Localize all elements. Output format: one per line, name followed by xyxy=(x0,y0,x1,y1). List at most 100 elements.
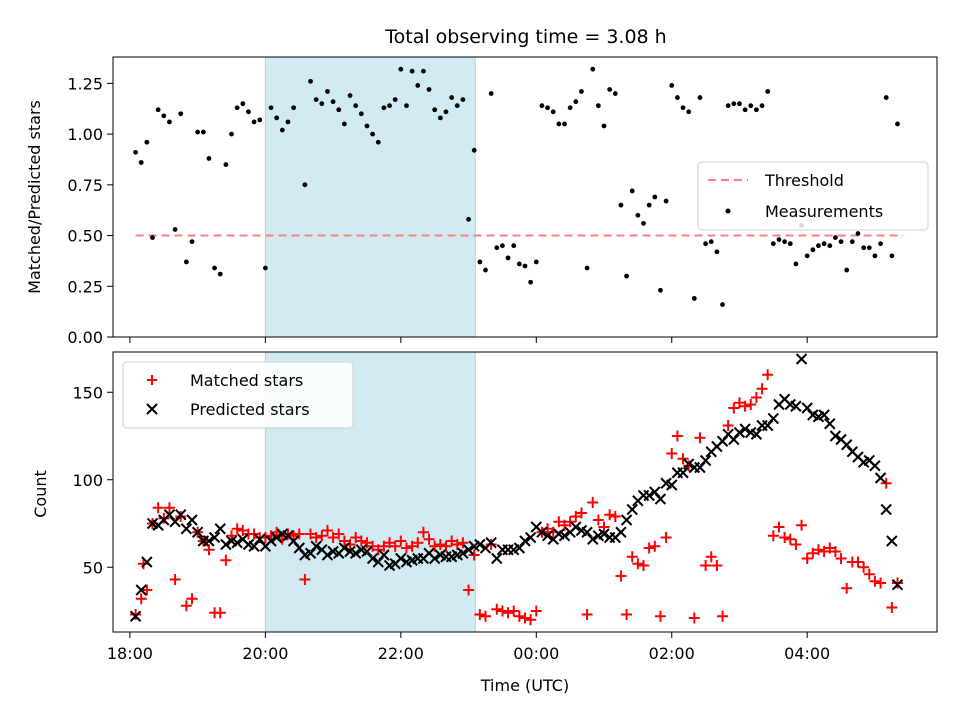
top-y-tick-label: 0.75 xyxy=(67,176,103,195)
matched-star-point xyxy=(829,546,841,557)
legend-measurements-label: Measurements xyxy=(765,202,883,221)
matched-star-point xyxy=(135,593,147,605)
measurement-point xyxy=(539,103,545,109)
top-legend: Threshold Measurements xyxy=(697,161,929,231)
measurement-point xyxy=(855,231,861,236)
matched-star-point xyxy=(457,537,469,549)
matched-star-point xyxy=(333,528,345,540)
matched-star-point xyxy=(350,532,362,543)
measurement-point xyxy=(748,103,754,109)
matched-star-point xyxy=(446,535,458,547)
matched-star-point xyxy=(158,512,170,524)
measurement-point xyxy=(133,149,138,155)
matched-star-point xyxy=(282,528,294,540)
measurement-point xyxy=(240,101,246,107)
matched-star-point xyxy=(863,568,875,580)
matched-star-point xyxy=(626,551,638,563)
measurement-point xyxy=(793,261,799,267)
matched-star-point xyxy=(604,509,616,521)
predicted-star-point xyxy=(135,584,147,596)
matched-star-point xyxy=(592,514,604,526)
matched-star-point xyxy=(417,526,429,538)
measurement-point xyxy=(765,89,771,94)
measurement-point xyxy=(770,241,776,247)
measurement-point xyxy=(229,131,234,137)
measurement-point xyxy=(421,68,426,74)
top-y-tick-label: 0.25 xyxy=(67,277,103,296)
measurement-point xyxy=(714,249,720,255)
bottom-y-ticks: 50 100 150 xyxy=(72,383,113,577)
measurement-point xyxy=(313,97,319,103)
measurement-point xyxy=(691,296,697,301)
measurement-point xyxy=(776,237,782,243)
measurement-point xyxy=(404,103,409,109)
measurement-point xyxy=(731,101,737,107)
predicted-star-point xyxy=(310,540,322,552)
measurement-point xyxy=(483,267,488,273)
measurement-point xyxy=(849,239,855,245)
measurement-point xyxy=(595,103,601,109)
top-y-ticks: 0.00 0.25 0.50 0.75 1.00 1.25 xyxy=(67,74,113,347)
top-plot-frame xyxy=(112,56,938,338)
matched-star-point xyxy=(587,497,599,508)
measurement-point xyxy=(759,103,765,109)
matched-star-point xyxy=(649,540,661,552)
predicted-star-point xyxy=(818,409,830,421)
matched-star-point xyxy=(130,609,142,620)
legend-predicted-swatch xyxy=(146,403,158,415)
measurement-point xyxy=(816,243,821,249)
matched-star-point xyxy=(186,593,198,605)
measurement-point xyxy=(658,287,663,293)
measurement-point xyxy=(150,235,155,240)
measurement-point xyxy=(895,121,900,127)
matched-star-point xyxy=(293,528,305,540)
measurement-point xyxy=(432,107,438,113)
matched-star-point xyxy=(767,530,779,542)
matched-star-point xyxy=(361,537,373,549)
predicted-star-point xyxy=(598,528,610,540)
predicted-star-point xyxy=(682,458,695,470)
measurement-point xyxy=(669,83,675,88)
measurement-point xyxy=(471,147,477,153)
matched-star-point xyxy=(384,537,396,549)
measurement-point xyxy=(804,253,810,259)
matched-star-point xyxy=(796,519,808,531)
measurement-point xyxy=(641,220,646,226)
predicted-star-point xyxy=(220,538,232,551)
measurement-point xyxy=(437,115,443,121)
matched-star-point xyxy=(412,537,424,549)
matched-star-point xyxy=(790,539,802,550)
measurement-point xyxy=(488,91,494,96)
x-tick-label: 18:00 xyxy=(107,644,153,663)
predicted-star-point xyxy=(265,535,277,547)
matched-star-point xyxy=(316,530,328,542)
measurement-point xyxy=(686,109,692,115)
measurement-point xyxy=(308,78,313,84)
predicted-star-point xyxy=(891,579,904,591)
measurement-point xyxy=(601,123,607,129)
matched-star-point xyxy=(733,397,745,409)
matched-star-point xyxy=(137,558,149,570)
matched-star-point xyxy=(378,540,390,552)
measurement-point xyxy=(279,127,285,133)
bottom-plot-frame xyxy=(112,351,938,633)
measurement-point xyxy=(257,117,263,123)
measurement-point xyxy=(528,279,534,285)
bottom-x-ticks: 18:00 20:00 22:00 00:00 02:00 04:00 xyxy=(107,632,830,663)
measurement-point xyxy=(753,107,759,113)
matched-star-point xyxy=(801,553,813,564)
predicted-star-point xyxy=(428,552,441,565)
matched-star-point xyxy=(615,570,627,582)
matched-star-point xyxy=(338,535,350,547)
measurement-point xyxy=(212,265,217,271)
measurement-point xyxy=(364,123,370,129)
matched-star-point xyxy=(869,575,881,587)
predicted-star-point xyxy=(191,526,204,538)
predicted-star-point xyxy=(733,426,746,439)
matched-star-point xyxy=(722,420,734,431)
predicted-star-point xyxy=(587,533,599,545)
matched-star-point xyxy=(824,542,836,554)
observing-interval-band-top xyxy=(264,56,476,338)
matched-star-point xyxy=(575,507,587,519)
x-tick-label: 02:00 xyxy=(649,644,695,663)
